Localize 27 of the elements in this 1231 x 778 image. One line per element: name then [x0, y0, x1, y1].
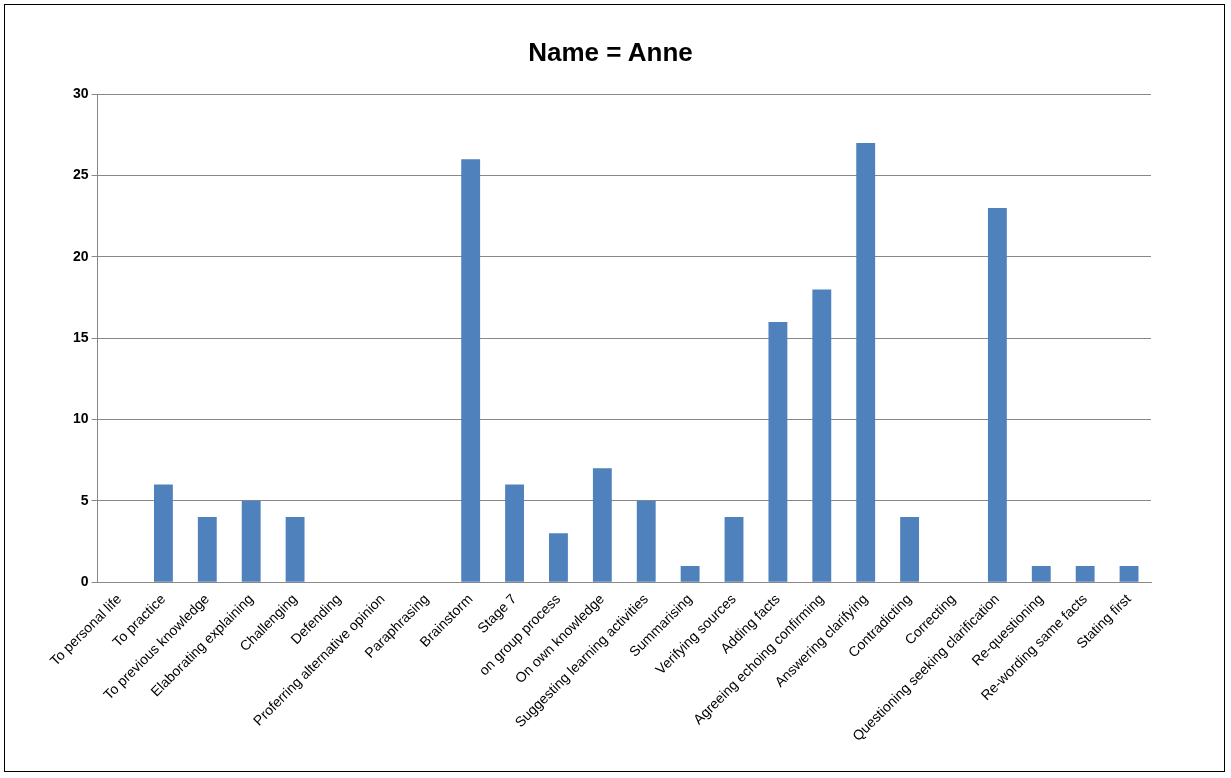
- bar: [680, 565, 700, 582]
- bar: [900, 517, 920, 582]
- y-tick-label: 20: [72, 247, 89, 264]
- y-tick-label: 0: [80, 573, 89, 590]
- y-tick-label: 10: [72, 410, 89, 427]
- bar: [987, 208, 1007, 582]
- y-tick-label: 5: [80, 491, 89, 508]
- bar: [1119, 565, 1139, 582]
- bar: [549, 533, 568, 582]
- bar: [636, 500, 656, 582]
- bar: [197, 517, 217, 582]
- y-tick-label: 25: [72, 166, 89, 183]
- bar: [241, 500, 261, 582]
- bar: [812, 289, 832, 582]
- bar: [1075, 565, 1095, 582]
- chart-title: Name = Anne: [528, 36, 693, 67]
- bar: [461, 159, 481, 582]
- bar: [285, 517, 305, 582]
- bar: [768, 321, 788, 582]
- bar: [505, 484, 524, 582]
- bar: [1031, 565, 1051, 582]
- y-tick-label: 15: [72, 329, 89, 346]
- bar: [153, 484, 173, 582]
- bar: [856, 143, 876, 582]
- y-tick-label: 30: [72, 85, 89, 102]
- bar: [724, 517, 744, 582]
- bar: [592, 468, 612, 582]
